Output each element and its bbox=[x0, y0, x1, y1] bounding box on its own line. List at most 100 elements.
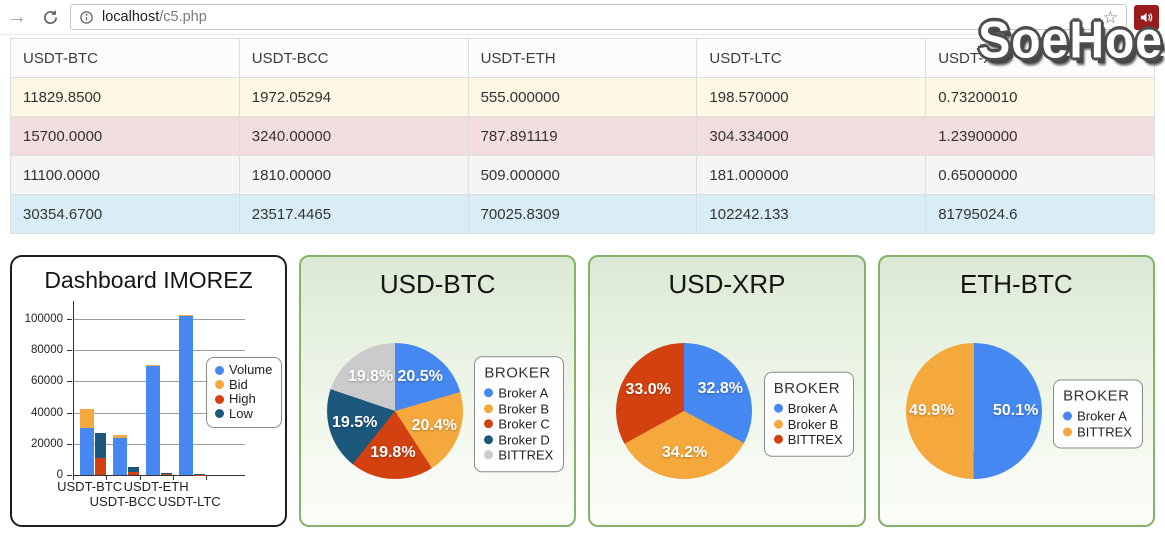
x-category-label: USDT-BCC bbox=[89, 494, 157, 509]
bar-segment bbox=[79, 409, 94, 428]
legend-color-dot bbox=[484, 435, 494, 444]
y-tick-label: 60000 bbox=[31, 375, 63, 388]
bar-segment bbox=[194, 474, 206, 476]
x-category-label: USDT-LTC bbox=[158, 494, 221, 509]
info-icon[interactable] bbox=[79, 10, 94, 25]
x-tick bbox=[106, 475, 108, 480]
pie-chart-panel: ETH-BTC 50.1% 49.9% BROKER Broker A BITTREX bbox=[877, 255, 1155, 527]
legend-color-dot bbox=[484, 419, 494, 429]
column-header: USDT-LTC bbox=[696, 38, 927, 78]
url-text: localhost/c5.php bbox=[102, 9, 1095, 25]
page-content: USDT-BTC USDT-BCC USDT-ETH USDT-LTC USDT-XRP… bbox=[0, 35, 1165, 527]
table-cell: 1.23900000 bbox=[925, 116, 1155, 156]
legend-label: High bbox=[229, 391, 256, 406]
y-tick-label: 100000 bbox=[24, 313, 63, 325]
bar-segment bbox=[79, 427, 94, 475]
table-row: 30354.6700 23517.4465 70025.8309 102242.133… bbox=[10, 194, 1155, 234]
legend-title: BROKER bbox=[1063, 387, 1130, 405]
legend-label: Broker C bbox=[498, 416, 550, 432]
legend-title: BROKER bbox=[484, 364, 551, 382]
legend-item: Broker D bbox=[484, 432, 553, 448]
legend-label: Broker B bbox=[498, 400, 549, 416]
table-cell: 23517.4465 bbox=[238, 194, 469, 234]
legend-item: Broker B bbox=[773, 416, 843, 432]
x-tick bbox=[172, 475, 174, 480]
table-row: 11829.8500 1972.05294 555.000000 198.570000… bbox=[10, 77, 1155, 117]
x-tick bbox=[73, 475, 74, 480]
y-tick bbox=[67, 350, 72, 352]
y-axis bbox=[73, 301, 74, 475]
column-header: USDT-BTC bbox=[10, 38, 240, 78]
pie-chart-panel: USD-BTC 20.5% 20.4% 19.8% 19.5% 19.8% BROKER B… bbox=[299, 255, 577, 527]
table-cell: 102242.133 bbox=[696, 194, 927, 234]
forward-arrow-icon[interactable]: → bbox=[7, 5, 27, 28]
pie-chart: 32.8% 34.2% 33.0% BROKER Broker A Broker B BIT… bbox=[590, 303, 863, 525]
pie-circle bbox=[905, 343, 1042, 479]
browser-toolbar: → localhost/c5.php ☆ bbox=[0, 0, 1165, 35]
y-tick bbox=[67, 443, 72, 445]
bookmark-star-icon[interactable]: ☆ bbox=[1102, 7, 1118, 27]
table-cell: 198.570000 bbox=[696, 77, 927, 117]
pie-chart-title: ETH-BTC bbox=[959, 269, 1073, 299]
bar-segment bbox=[127, 472, 139, 475]
charts-row: Dashboard IMOREZ 0 20000 40000 60000 80000 10… bbox=[10, 255, 1155, 527]
table-cell: 1810.00000 bbox=[238, 155, 469, 195]
bar-chart-panel: Dashboard IMOREZ 0 20000 40000 60000 80000 10… bbox=[10, 255, 287, 527]
legend-item: High bbox=[215, 391, 272, 407]
bar-segment bbox=[112, 435, 127, 439]
reload-icon[interactable] bbox=[37, 4, 63, 30]
legend-item: BITTREX bbox=[484, 447, 553, 463]
pie-slice-label: 19.8% bbox=[370, 443, 416, 461]
bar-chart-legend: Volume Bid High Low bbox=[206, 357, 283, 428]
table-cell: 70025.8309 bbox=[467, 194, 698, 234]
pie-chart-title: USD-XRP bbox=[668, 269, 786, 299]
pie-chart-panel: USD-XRP 32.8% 34.2% 33.0% BROKER Broker A Bro… bbox=[588, 255, 866, 527]
legend-color-dot bbox=[773, 435, 783, 444]
x-tick bbox=[206, 475, 207, 480]
legend-label: Broker A bbox=[787, 400, 838, 416]
column-header: USDT-BCC bbox=[238, 38, 469, 78]
table-cell: 555.000000 bbox=[467, 77, 698, 117]
column-header: USDT-XRP bbox=[925, 38, 1155, 78]
table-cell: 15700.0000 bbox=[10, 116, 240, 156]
legend-item: BITTREX bbox=[1063, 424, 1132, 440]
pie-chart-title: USD-BTC bbox=[379, 269, 496, 299]
legend-label: Broker A bbox=[1077, 408, 1127, 424]
pie-circle bbox=[616, 343, 753, 479]
grid-line bbox=[73, 350, 245, 352]
y-tick-label: 0 bbox=[56, 469, 63, 481]
y-tick bbox=[67, 475, 72, 476]
pie-slice-label: 49.9% bbox=[908, 401, 955, 419]
table-cell: 11829.8500 bbox=[10, 77, 240, 117]
legend-item: BITTREX bbox=[773, 432, 843, 448]
price-table: USDT-BTC USDT-BCC USDT-ETH USDT-LTC USDT-XRP… bbox=[10, 38, 1155, 234]
table-cell: 0.65000000 bbox=[925, 155, 1155, 195]
y-tick-label: 20000 bbox=[31, 437, 63, 450]
y-tick-label: 80000 bbox=[31, 344, 63, 357]
legend-label: Low bbox=[229, 405, 253, 421]
legend-color-dot bbox=[1063, 411, 1073, 421]
table-cell: 787.891119 bbox=[467, 116, 698, 156]
bar-segment bbox=[112, 438, 127, 475]
legend-color-dot bbox=[1063, 427, 1073, 437]
legend-item: Low bbox=[215, 405, 272, 422]
table-cell: 509.000000 bbox=[467, 155, 698, 195]
legend-color-dot bbox=[215, 394, 224, 404]
legend-color-dot bbox=[484, 388, 494, 398]
table-row: 11100.0000 1810.00000 509.000000 181.000000… bbox=[10, 155, 1155, 195]
table-cell: 0.73200010 bbox=[925, 77, 1155, 117]
pie-chart-legend: BROKER Broker A Broker B BITTREX bbox=[763, 371, 854, 457]
legend-item: Broker B bbox=[484, 401, 553, 417]
bar-segment bbox=[146, 365, 161, 475]
bar-chart-title: Dashboard IMOREZ bbox=[44, 267, 253, 293]
pie-slice-label: 32.8% bbox=[697, 380, 744, 398]
pie-slice-label: 19.8% bbox=[347, 367, 394, 385]
x-axis bbox=[73, 475, 245, 476]
url-bar[interactable]: localhost/c5.php ☆ bbox=[70, 4, 1127, 30]
legend-item: Volume bbox=[215, 362, 272, 378]
legend-color-dot bbox=[215, 380, 224, 390]
bar-segment bbox=[127, 467, 139, 473]
table-cell: 81795024.6 bbox=[925, 194, 1155, 234]
speaker-extension-button[interactable] bbox=[1134, 4, 1159, 30]
legend-item: Broker C bbox=[484, 416, 553, 432]
